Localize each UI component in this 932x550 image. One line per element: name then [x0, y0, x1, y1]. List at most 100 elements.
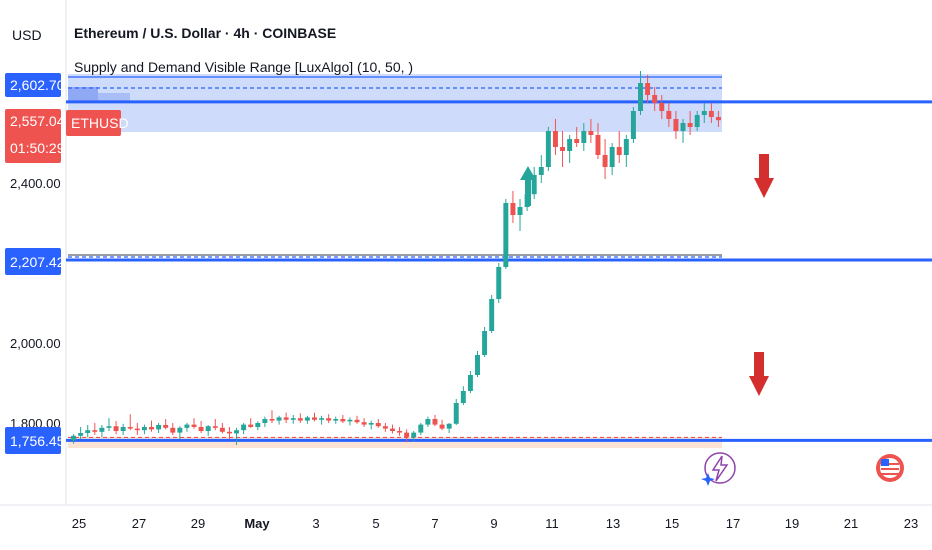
symbol-tag[interactable]: ETHUSD — [66, 110, 129, 136]
candle-body[interactable] — [418, 424, 424, 433]
candle-body[interactable] — [184, 424, 190, 428]
candle-body[interactable] — [708, 111, 714, 117]
time-axis[interactable]: 25 27 29 May 3 5 7 9 11 13 15 17 19 21 23 — [72, 516, 918, 531]
candle-body[interactable] — [411, 432, 417, 438]
candle-body[interactable] — [319, 418, 325, 420]
candle-body[interactable] — [453, 403, 459, 424]
candle-body[interactable] — [241, 424, 247, 431]
candle-body[interactable] — [595, 135, 601, 155]
candle-body[interactable] — [680, 123, 686, 131]
candle-body[interactable] — [326, 418, 332, 421]
us-flag-icon[interactable] — [876, 454, 904, 482]
candle-body[interactable] — [368, 423, 374, 425]
candle-body[interactable] — [205, 426, 211, 431]
candle-body[interactable] — [290, 418, 296, 420]
candle-body[interactable] — [496, 267, 502, 299]
candle-body[interactable] — [538, 167, 544, 175]
candle-body[interactable] — [269, 419, 275, 421]
candle-body[interactable] — [375, 423, 381, 427]
demand-price-tag[interactable]: 1,756.45 — [5, 427, 65, 454]
candle-body[interactable] — [255, 423, 261, 427]
candle-body[interactable] — [531, 175, 537, 195]
candle-body[interactable] — [645, 83, 651, 95]
candle-body[interactable] — [340, 419, 346, 422]
candle-body[interactable] — [212, 426, 218, 428]
candle-body[interactable] — [382, 426, 388, 429]
candle-body[interactable] — [85, 430, 91, 433]
candle-body[interactable] — [482, 331, 488, 355]
candle-body[interactable] — [715, 117, 721, 121]
candle-body[interactable] — [560, 147, 566, 151]
candle-body[interactable] — [120, 427, 126, 431]
candle-body[interactable] — [234, 430, 240, 434]
candle-body[interactable] — [446, 423, 452, 429]
candle-body[interactable] — [510, 203, 516, 215]
candle-body[interactable] — [99, 427, 105, 432]
candle-body[interactable] — [106, 426, 112, 428]
candle-body[interactable] — [276, 417, 282, 421]
candle-body[interactable] — [163, 425, 169, 428]
candle-body[interactable] — [489, 299, 495, 331]
candle-body[interactable] — [439, 424, 445, 429]
candle-body[interactable] — [134, 428, 140, 431]
candle-body[interactable] — [552, 131, 558, 147]
candle-body[interactable] — [616, 147, 622, 155]
candle-body[interactable] — [652, 95, 658, 103]
candle-body[interactable] — [694, 115, 700, 127]
candle-body[interactable] — [432, 419, 438, 425]
candle-body[interactable] — [567, 139, 573, 151]
candle-body[interactable] — [460, 391, 466, 403]
candle-body[interactable] — [609, 147, 615, 167]
candle-body[interactable] — [361, 422, 367, 425]
candle-body[interactable] — [226, 431, 232, 434]
indicator-label[interactable]: Supply and Demand Visible Range [LuxAlgo… — [74, 59, 413, 75]
candle-body[interactable] — [503, 203, 509, 267]
candle-body[interactable] — [581, 131, 587, 143]
candle-body[interactable] — [177, 427, 183, 433]
price-axis[interactable]: 2,400.002,000.001,800.00 — [10, 176, 61, 431]
candle-body[interactable] — [673, 119, 679, 131]
candle-body[interactable] — [156, 425, 162, 430]
candle-body[interactable] — [666, 111, 672, 119]
candle-body[interactable] — [659, 103, 665, 111]
candle-body[interactable] — [283, 417, 289, 420]
candle-body[interactable] — [92, 430, 98, 432]
candle-body[interactable] — [297, 418, 303, 421]
candle-body[interactable] — [517, 207, 523, 215]
candle-body[interactable] — [630, 111, 636, 139]
candle-body[interactable] — [312, 417, 317, 420]
candle-body[interactable] — [127, 427, 133, 429]
candle-body[interactable] — [347, 419, 353, 422]
candle-body[interactable] — [78, 433, 84, 436]
candle-body[interactable] — [198, 427, 204, 431]
candle-body[interactable] — [219, 427, 225, 432]
supply-price-tag[interactable]: 2,602.70 — [5, 73, 65, 97]
candle-body[interactable] — [623, 139, 629, 155]
last-price-tag[interactable]: 2,557.04 01:50:29 — [5, 109, 65, 163]
currency-label[interactable]: USD — [12, 27, 42, 43]
candle-body[interactable] — [354, 419, 360, 423]
candle-body[interactable] — [333, 419, 339, 421]
lightning-icon[interactable] — [701, 452, 736, 486]
candle-body[interactable] — [701, 111, 707, 115]
candle-body[interactable] — [113, 426, 119, 431]
candle-body[interactable] — [191, 424, 197, 427]
candle-body[interactable] — [588, 131, 594, 135]
candle-body[interactable] — [71, 435, 77, 441]
candle-body[interactable] — [545, 131, 551, 167]
candle-body[interactable] — [574, 139, 580, 143]
candle-body[interactable] — [404, 432, 410, 438]
mid-price-tag[interactable]: 2,207.42 — [5, 248, 65, 275]
candle-body[interactable] — [397, 431, 403, 433]
candle-body[interactable] — [425, 419, 431, 425]
candle-body[interactable] — [149, 427, 154, 430]
candle-body[interactable] — [602, 155, 608, 167]
candle-body[interactable] — [262, 419, 268, 423]
candle-body[interactable] — [389, 428, 395, 431]
candle-body[interactable] — [170, 427, 176, 433]
candle-body[interactable] — [638, 83, 643, 111]
candle-body[interactable] — [467, 375, 473, 391]
candle-body[interactable] — [687, 123, 693, 127]
candle-body[interactable] — [475, 355, 480, 375]
